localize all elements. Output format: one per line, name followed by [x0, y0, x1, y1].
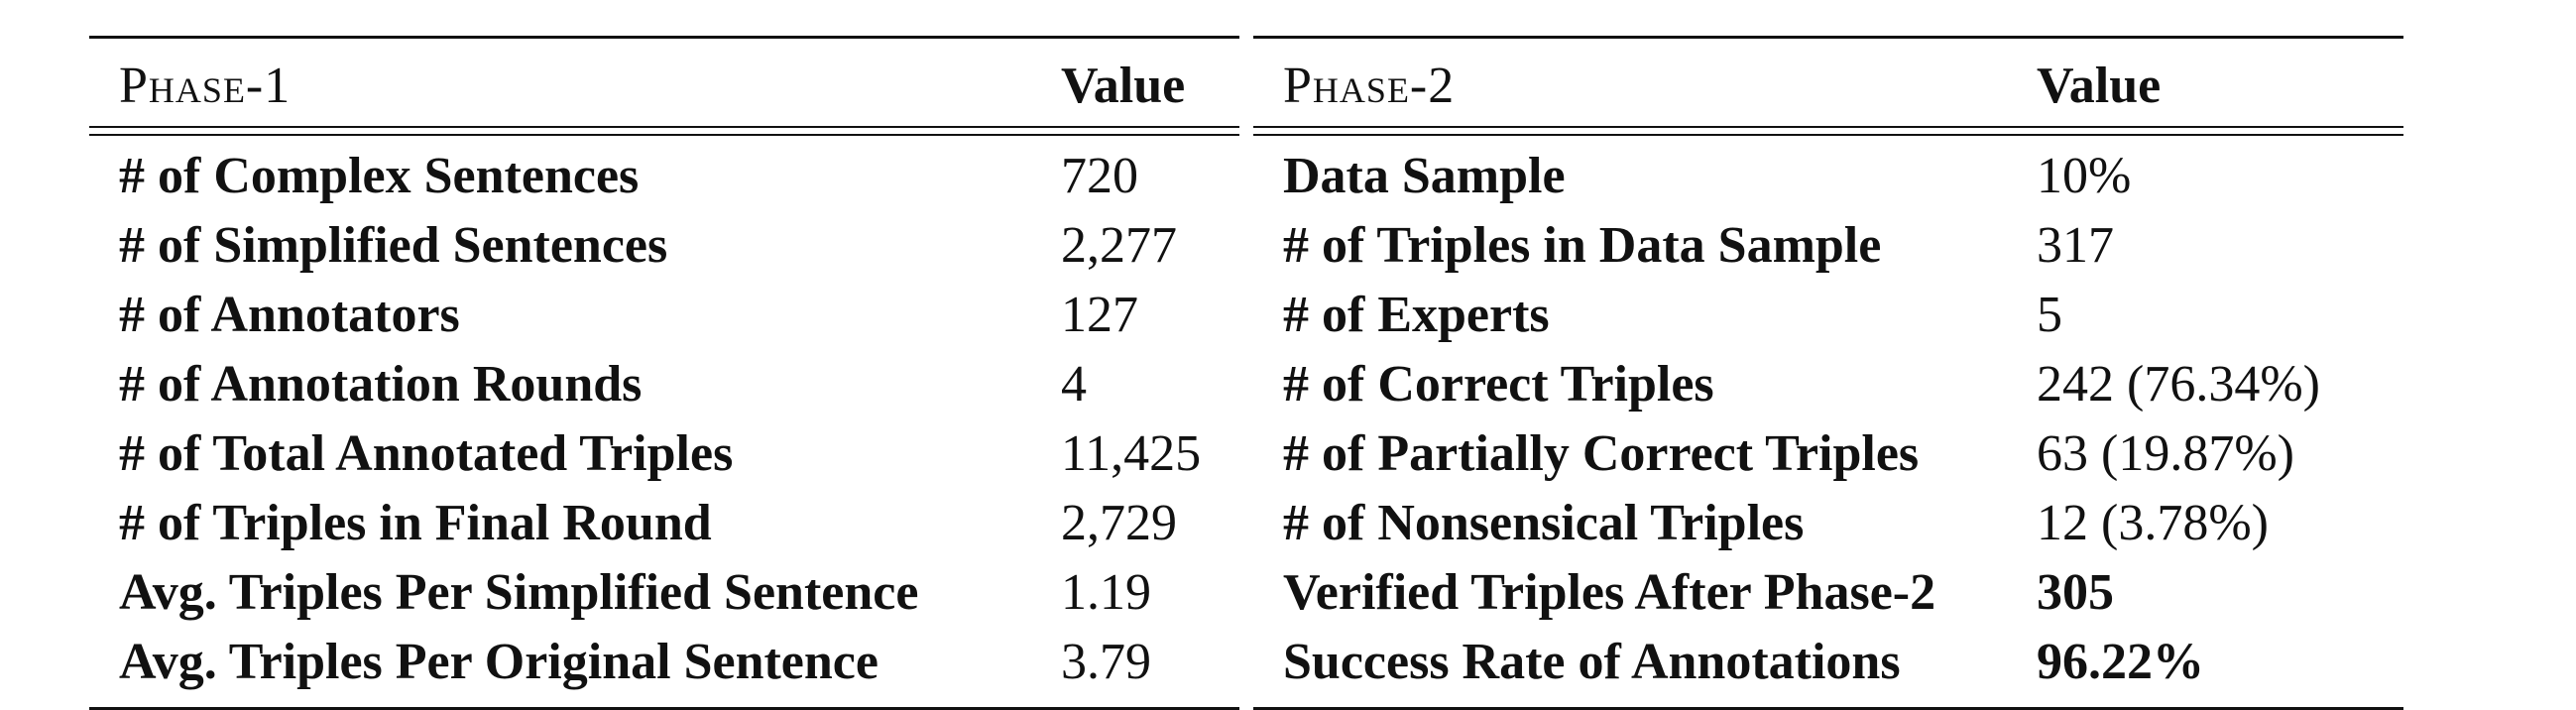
phase-1-header: Phase-1: [119, 58, 292, 114]
metric-label: # of Annotation Rounds: [119, 356, 643, 413]
table-body: Data Sample 10% # of Triples in Data Sam…: [1253, 136, 2403, 707]
value-header: Value: [1061, 58, 1186, 114]
table-row: Data Sample 10%: [1253, 142, 2403, 211]
table-body: # of Complex Sentences 720 # of Simplifi…: [89, 136, 1239, 707]
value-header: Value: [2037, 58, 2162, 114]
metric-label: Avg. Triples Per Original Sentence: [119, 634, 878, 690]
metric-value-highlight: 96.22%: [2037, 634, 2204, 690]
header-row: Phase-1 Value: [89, 47, 1239, 126]
header-rule: [1253, 126, 2403, 136]
metric-value: 4: [1061, 356, 1087, 413]
table-row: # of Triples in Final Round 2,729: [89, 489, 1239, 558]
table-row: # of Nonsensical Triples 12 (3.78%): [1253, 489, 2403, 558]
metric-value: 1.19: [1061, 564, 1151, 621]
metric-value: 242 (76.34%): [2037, 356, 2320, 413]
metric-value: 11,425: [1061, 425, 1202, 482]
metric-value: 63 (19.87%): [2037, 425, 2294, 482]
metric-label: # of Nonsensical Triples: [1283, 495, 1805, 551]
metric-label: Verified Triples After Phase-2: [1283, 564, 1936, 621]
metric-value-highlight: 305: [2037, 564, 2114, 621]
phase-2-header: Phase-2: [1283, 58, 1456, 114]
metric-value: 2,729: [1061, 495, 1177, 551]
table-row: # of Triples in Data Sample 317: [1253, 211, 2403, 281]
metric-value: 2,277: [1061, 217, 1177, 274]
metric-label: # of Complex Sentences: [119, 148, 640, 204]
table-row: Success Rate of Annotations 96.22%: [1253, 628, 2403, 697]
table-row: Avg. Triples Per Original Sentence 3.79: [89, 628, 1239, 697]
metric-label: Success Rate of Annotations: [1283, 634, 1901, 690]
metric-label: # of Total Annotated Triples: [119, 425, 734, 482]
metric-value: 10%: [2037, 148, 2132, 204]
table-row: Avg. Triples Per Simplified Sentence 1.1…: [89, 558, 1239, 628]
phase-2-table: Phase-2 Value Data Sample 10% # of Tripl…: [1253, 36, 2403, 710]
table-row: # of Simplified Sentences 2,277: [89, 211, 1239, 281]
table-row: # of Annotators 127: [89, 281, 1239, 350]
table-row: Verified Triples After Phase-2 305: [1253, 558, 2403, 628]
phase-1-table: Phase-1 Value # of Complex Sentences 720…: [89, 36, 1239, 710]
metric-value: 127: [1061, 287, 1138, 343]
header-rule: [89, 126, 1239, 136]
metric-label: # of Simplified Sentences: [119, 217, 668, 274]
metric-label: # of Partially Correct Triples: [1283, 425, 1920, 482]
table-row: # of Annotation Rounds 4: [89, 350, 1239, 419]
metric-value: 12 (3.78%): [2037, 495, 2269, 551]
metric-label: # of Triples in Data Sample: [1283, 217, 1882, 274]
table-row: # of Experts 5: [1253, 281, 2403, 350]
metric-label: # of Annotators: [119, 287, 460, 343]
header-row: Phase-2 Value: [1253, 47, 2403, 126]
top-rule: [1253, 36, 2403, 39]
metric-label: Data Sample: [1283, 148, 1566, 204]
metric-value: 3.79: [1061, 634, 1151, 690]
table-row: # of Partially Correct Triples 63 (19.87…: [1253, 419, 2403, 489]
metric-label: # of Experts: [1283, 287, 1550, 343]
metric-value: 720: [1061, 148, 1138, 204]
metric-label: Avg. Triples Per Simplified Sentence: [119, 564, 919, 621]
metric-value: 317: [2037, 217, 2114, 274]
metric-label: # of Correct Triples: [1283, 356, 1714, 413]
top-rule: [89, 36, 1239, 39]
metric-value: 5: [2037, 287, 2062, 343]
table-row: # of Correct Triples 242 (76.34%): [1253, 350, 2403, 419]
metric-label: # of Triples in Final Round: [119, 495, 712, 551]
table-row: # of Complex Sentences 720: [89, 142, 1239, 211]
table-row: # of Total Annotated Triples 11,425: [89, 419, 1239, 489]
